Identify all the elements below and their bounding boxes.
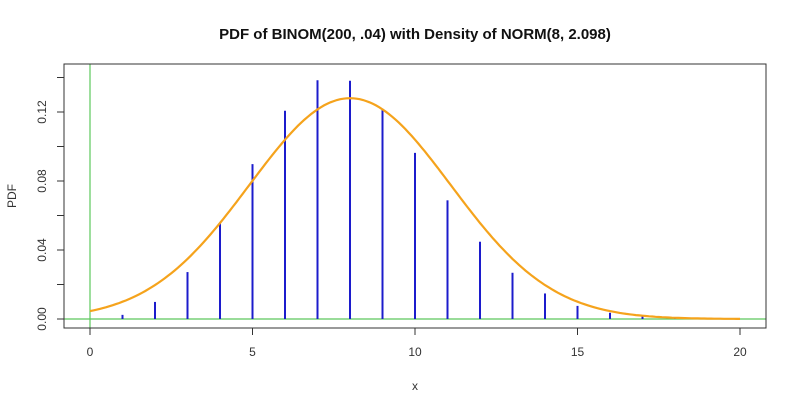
x-axis-label: x [412, 379, 418, 393]
x-tick-label: 20 [733, 345, 747, 359]
x-tick-label: 10 [408, 345, 422, 359]
y-axis-label: PDF [5, 184, 19, 208]
x-tick-label: 0 [87, 345, 94, 359]
normal-density-curve [89, 97, 740, 320]
y-tick-label: 0.04 [35, 238, 49, 262]
x-tick-label: 5 [249, 345, 256, 359]
plot-area [64, 64, 766, 328]
x-axis: 0 5 10 15 20 [87, 328, 747, 359]
y-tick-label: 0.12 [35, 100, 49, 124]
y-tick-label: 0.08 [35, 169, 49, 193]
y-tick-label: 0.00 [35, 307, 49, 331]
chart-title: PDF of BINOM(200, .04) with Density of N… [219, 26, 611, 43]
x-tick-label: 15 [571, 345, 585, 359]
y-axis: 0.00 0.04 0.08 0.12 [35, 77, 64, 331]
